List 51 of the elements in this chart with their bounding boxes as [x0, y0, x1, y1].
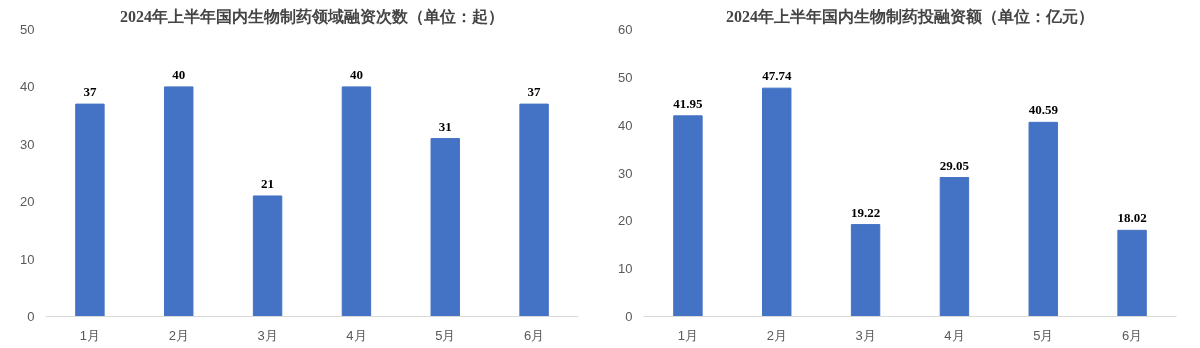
bar: [164, 86, 194, 317]
bar: [341, 86, 372, 317]
y-tick-label: 30: [618, 165, 633, 181]
data-label: 40: [172, 66, 186, 82]
y-tick-label: 10: [618, 261, 633, 277]
data-label: 31: [438, 118, 452, 134]
x-tick-label: 2月: [766, 327, 787, 343]
data-label: 40.59: [1028, 102, 1059, 118]
data-label: 40: [349, 66, 363, 82]
x-tick-label: 2月: [168, 327, 189, 343]
y-tick-label: 50: [20, 22, 35, 37]
data-label: 21: [261, 175, 275, 191]
x-tick-label: 1月: [79, 327, 101, 343]
chart-title: 2024年上半年国内生物制药投融资额（单位：亿元）: [726, 7, 1094, 26]
y-tick-label: 40: [20, 79, 35, 95]
y-tick-label: 0: [27, 309, 35, 324]
data-label: 18.02: [1117, 210, 1147, 226]
data-label: 41.95: [673, 95, 704, 111]
x-tick-label: 3月: [855, 327, 876, 343]
bar: [1117, 229, 1147, 317]
bar: [252, 195, 283, 317]
data-label: 37: [527, 84, 542, 100]
x-tick-label: 4月: [346, 327, 367, 343]
bar: [519, 103, 549, 317]
bar: [430, 138, 460, 317]
bar: [762, 87, 792, 317]
y-tick-label: 60: [618, 22, 633, 37]
data-label: 47.74: [762, 68, 792, 84]
x-tick-label: 6月: [1121, 327, 1143, 343]
x-tick-label: 1月: [677, 327, 699, 343]
chart-title: 2024年上半年国内生物制药领域融资次数（单位：起）: [120, 7, 504, 26]
data-label: 37: [83, 84, 97, 100]
y-tick-label: 30: [20, 136, 35, 152]
data-label: 29.05: [939, 157, 970, 173]
bar: [939, 177, 970, 317]
bar: [850, 224, 881, 317]
bar: [75, 103, 105, 317]
y-tick-label: 40: [618, 117, 633, 133]
y-tick-label: 50: [618, 69, 633, 85]
x-tick-label: 4月: [944, 327, 965, 343]
bar: [1028, 121, 1058, 317]
data-label: 19.22: [850, 204, 881, 220]
x-tick-label: 6月: [523, 327, 545, 343]
y-tick-label: 0: [625, 309, 633, 324]
bar: [673, 115, 703, 317]
x-tick-label: 5月: [1033, 327, 1054, 343]
y-tick-label: 20: [20, 194, 35, 210]
y-tick-label: 20: [618, 213, 633, 229]
x-tick-label: 5月: [435, 327, 456, 343]
x-tick-label: 3月: [257, 327, 278, 343]
y-tick-label: 10: [20, 251, 35, 267]
